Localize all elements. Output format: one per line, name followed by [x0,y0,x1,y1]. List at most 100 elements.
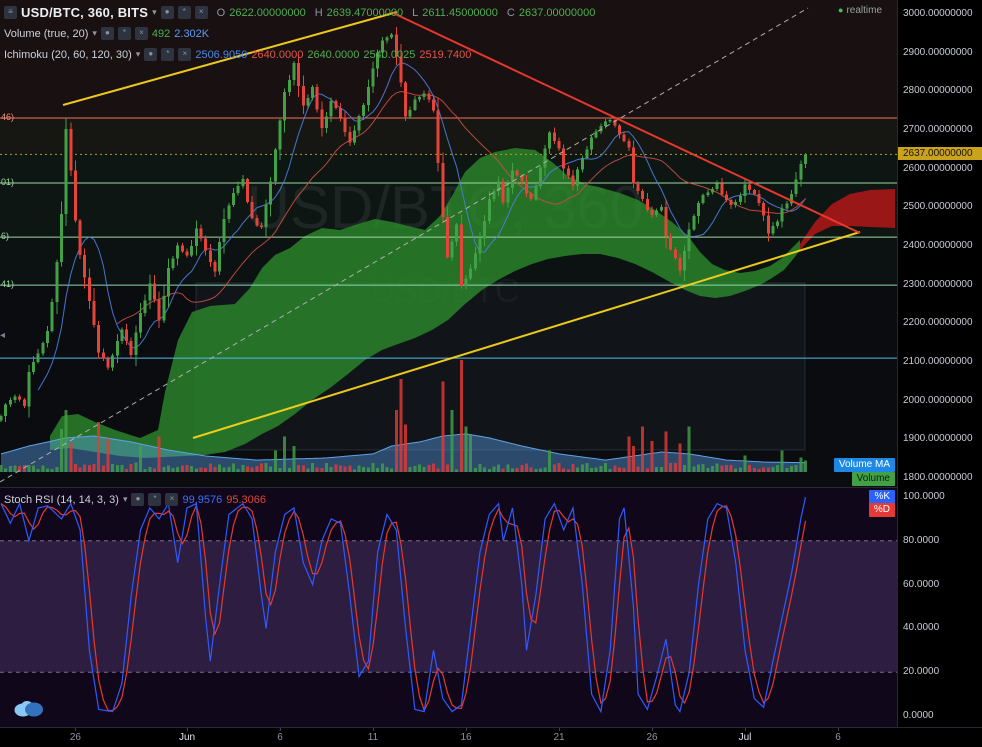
symbol-dropdown-caret[interactable]: ▾ [152,7,157,17]
gear-icon[interactable]: * [161,48,175,61]
volume-current-value: 492 [151,27,171,40]
symbol-legend-row: ≡ USD/BTC, 360, BITS ▾ ● * × O 2622.0000… [4,2,595,23]
time-tick [466,728,467,731]
collapse-pane-arrow[interactable]: ◂ [0,330,6,341]
time-tick [75,728,77,731]
indicator-stoch-title[interactable]: Stoch RSI (14, 14, 3, 3) [4,493,119,506]
price-axis-label: 2100.00000000 [903,356,973,367]
price-axis-label: 1900.00000000 [903,433,973,445]
time-tick [838,728,839,731]
time-axis-label: 21 [553,732,565,743]
time-axis-label: 26 [69,732,81,743]
eye-icon[interactable]: ● [131,493,145,506]
close-label: C [506,6,515,19]
high-value: 2639.47000000 [326,6,404,19]
time-axis-label: Jul [738,732,752,743]
price-axis-label: 2800.00000000 [903,85,973,97]
open-label: O [216,6,226,19]
stoch-axis-label: 80.0000 [903,534,940,546]
stoch-axis-label: 60.0000 [903,578,940,590]
realtime-label: realtime [846,5,883,16]
time-axis-label: 11 [367,732,379,743]
left-level-label: 41) [1,279,15,290]
time-axis[interactable]: 26 Jun 6 11 16 21 26 Jul 6 [0,727,982,747]
stoch-axis-label: 0.0000 [903,710,934,721]
left-level-label: 01) [1,176,15,187]
realtime-indicator: ● realtime [838,5,882,16]
stoch-legend-row: Stoch RSI (14, 14, 3, 3) ▾ ● * × 99.9576… [4,489,266,510]
time-axis-label: 6 [835,732,841,743]
gear-icon[interactable]: * [117,27,131,40]
low-label: L [412,6,419,19]
close-icon[interactable]: × [178,48,192,61]
indicator-ichimoku-title[interactable]: Ichimoku (20, 60, 120, 30) [4,48,132,61]
close-icon[interactable]: × [165,493,179,506]
eye-icon[interactable]: ● [144,48,158,61]
price-axis-label: 3000.00000000 [903,8,973,19]
close-value: 2637.00000000 [518,6,596,19]
volume-badge: Volume [851,472,895,486]
stoch-d-badge: %D [868,503,895,517]
time-axis-label: 6 [277,732,283,743]
price-axis-label: 2000.00000000 [903,394,973,406]
menu-icon[interactable]: ≡ [4,6,17,19]
stoch-d-value: 95.3066 [226,493,267,506]
chart-canvas[interactable]: USD/BTC, 360USD/BTC [0,0,897,487]
stoch-legend: Stoch RSI (14, 14, 3, 3) ▾ ● * × 99.9576… [4,489,266,510]
stoch-axis-label: 100.0000 [903,491,945,502]
time-axis-label: Jun [178,732,196,743]
stoch-axis-label: 40.0000 [903,622,940,634]
stoch-rsi-pane: Stoch RSI (14, 14, 3, 3) ▾ ● * × 99.9576… [0,487,897,727]
time-tick [187,728,188,731]
price-axis-label: 1800.00000000 [903,472,973,483]
time-tick [373,728,374,731]
volume-ma-badge: Volume MA [833,458,895,472]
ichimoku-senkou-b-value: 2519.7400 [419,48,472,61]
price-axis-label: 2500.00000000 [903,201,973,213]
time-axis-label: 16 [460,732,472,743]
ichimoku-senkou-a-value: 2540.0025 [363,48,416,61]
price-axis-label: 2700.00000000 [903,124,973,135]
stoch-k-value: 99.9576 [182,493,223,506]
ichimoku-dropdown-caret[interactable]: ▾ [135,49,141,59]
price-axis-label: 2600.00000000 [903,162,973,174]
left-level-label: 46) [1,112,15,122]
symbol-title[interactable]: USD/BTC, 360, BITS [21,5,149,20]
time-axis-label: 26 [646,732,658,743]
gear-icon[interactable]: * [177,6,191,19]
low-value: 2611.45000000 [422,6,498,19]
price-axis-label: 2300.00000000 [903,278,973,290]
stoch-dropdown-caret[interactable]: ▾ [122,494,128,504]
price-axis-label: 2400.00000000 [903,240,973,251]
high-label: H [314,6,323,19]
open-value: 2622.00000000 [229,6,306,19]
legend: ≡ USD/BTC, 360, BITS ▾ ● * × O 2622.0000… [4,2,595,65]
eye-icon[interactable]: ● [160,6,174,19]
eye-icon[interactable]: ● [100,27,114,40]
tradingview-logo[interactable] [14,698,44,717]
volume-legend-row: Volume (true, 20) ▾ ● * × 492 2.302K [4,23,595,44]
volume-dropdown-caret[interactable]: ▾ [92,28,97,38]
price-axis-label: 2900.00000000 [903,46,973,58]
ichimoku-tenkan-value: 2506.9050 [195,48,248,61]
close-icon[interactable]: × [134,27,148,40]
pane-separator[interactable] [0,487,897,488]
ichimoku-legend-row: Ichimoku (20, 60, 120, 30) ▾ ● * × 2506.… [4,44,595,65]
ichimoku-kijun-value: 2640.0000 [251,48,304,61]
stoch-k-badge: %K [869,490,895,504]
main-chart-pane: USD/BTC, 360USD/BTC ≡ USD/BTC, 360, BITS… [0,0,897,487]
last-price-badge: 2637.00000000 [898,147,982,160]
indicator-volume-title[interactable]: Volume (true, 20) [4,27,89,40]
stoch-canvas[interactable] [0,487,897,727]
close-icon[interactable]: × [194,6,208,19]
time-tick [652,728,653,731]
price-axis[interactable]: 2637.00000000 3000.00000000 2900.00000000… [897,0,982,727]
realtime-dot-icon: ● [838,5,844,15]
left-level-label: 6) [1,231,10,242]
time-tick [280,728,281,731]
time-tick [559,728,560,731]
ichimoku-chikou-value: 2640.0000 [307,48,360,61]
gear-icon[interactable]: * [148,493,162,506]
stoch-axis-label: 20.0000 [903,666,940,678]
